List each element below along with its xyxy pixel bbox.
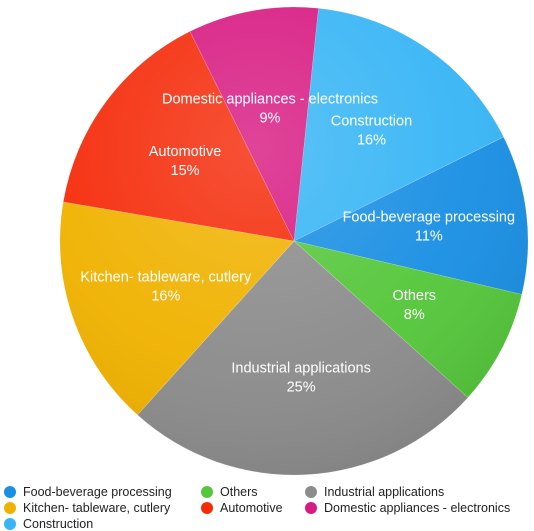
slice-value-label: 25% [287, 380, 316, 396]
legend-label: Construction [23, 516, 94, 531]
legend-label: Others [220, 484, 258, 499]
legend-item-food-beverage-processing: Food-beverage processing [4, 484, 172, 499]
slice-value-label: 9% [259, 110, 280, 126]
legend-swatch [201, 485, 213, 498]
legend-item-construction: Construction [4, 516, 93, 531]
slice-label-group: Construction 16% [331, 114, 412, 149]
slice-value-label: 11% [415, 228, 443, 244]
legend-swatch [305, 501, 317, 514]
legend-label: Food-beverage processing [23, 484, 172, 499]
slice-label-group: Industrial applications 25% [231, 361, 370, 396]
slice-label-group: Food-beverage processing 11% [343, 209, 516, 244]
slice-label-group: Others 8% [393, 288, 437, 323]
slice-label-group: Domestic appliances - electronics 9% [162, 91, 378, 126]
slice-label-group: Kitchen- tableware, cutlery 16% [80, 270, 252, 305]
legend-label: Domestic appliances - electronics [324, 500, 511, 515]
slice-category-label: Domestic appliances - electronics [162, 91, 378, 107]
legend-label: Industrial applications [324, 484, 445, 499]
pie-slices [59, 6, 529, 476]
slice-value-label: 15% [171, 163, 200, 179]
pie-chart: Construction 16% Food-beverage processing 1… [59, 6, 529, 476]
legend-item-industrial-applications: Industrial applications [305, 484, 444, 499]
legend-swatch [4, 485, 16, 498]
legend-item-automotive: Automotive [201, 500, 283, 515]
slice-value-label: 16% [151, 289, 180, 305]
slice-value-label: 8% [404, 307, 425, 323]
legend-swatch [201, 501, 213, 514]
legend-item-domestic-appliances-electronics: Domestic appliances - electronics [305, 500, 510, 515]
slice-value-label: 16% [357, 133, 386, 149]
slice-category-label: Construction [331, 114, 412, 130]
pie-labels: Construction 16% Food-beverage processing 1… [80, 91, 515, 395]
slice-category-label: Automotive [149, 144, 222, 160]
slice-category-label: Others [393, 288, 437, 304]
slice-category-label: Kitchen- tableware, cutlery [80, 270, 252, 286]
legend-item-others: Others [201, 484, 258, 499]
legend: Food-beverage processing Others Industri… [0, 482, 534, 531]
legend-label: Kitchen- tableware, cutlery [23, 500, 171, 515]
slice-category-label: Food-beverage processing [343, 209, 516, 225]
slice-label-group: Automotive 15% [149, 144, 222, 179]
legend-swatch [305, 485, 317, 498]
legend-item-kitchen-tableware-cutlery: Kitchen- tableware, cutlery [4, 500, 170, 515]
legend-swatch [4, 517, 16, 530]
legend-swatch [4, 501, 16, 514]
legend-label: Automotive [220, 500, 283, 515]
slice-category-label: Industrial applications [231, 361, 370, 377]
